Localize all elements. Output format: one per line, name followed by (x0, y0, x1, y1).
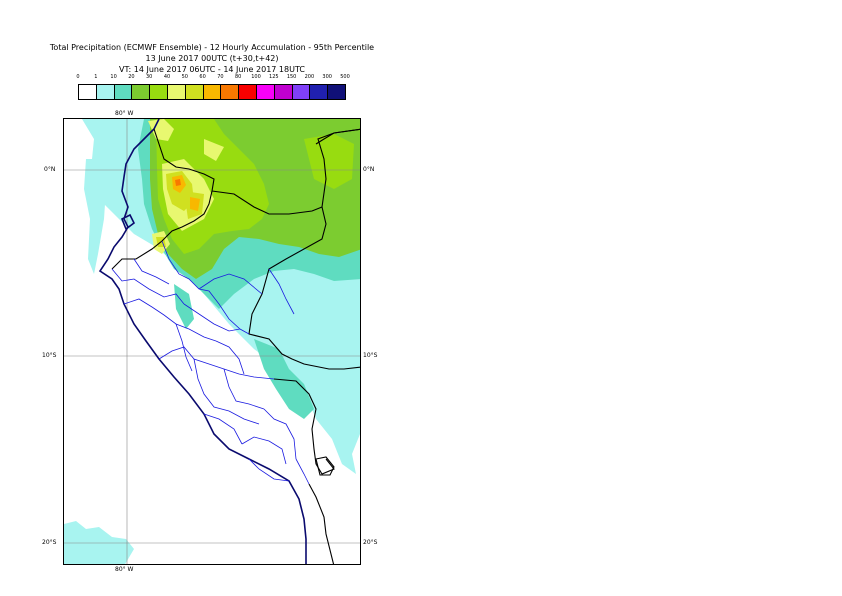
lon-label-top: 80° W (115, 110, 134, 117)
precip-area-pale-yellow (148, 119, 174, 141)
lat-label-10-right: 10°S (363, 352, 378, 359)
legend-color-swatch (184, 84, 204, 100)
legend-color-swatch (131, 84, 151, 100)
chart-title: Total Precipitation (ECMWF Ensemble) - 1… (49, 43, 375, 52)
run-time-label: 13 June 2017 00UTC (t+30,t+42) (145, 54, 279, 63)
legend-threshold-label: 500 (340, 74, 350, 80)
legend-threshold-label: 50 (181, 74, 188, 80)
legend-threshold-label: 10 (110, 74, 117, 80)
admin-boundaries (111, 240, 310, 485)
legend-color-swatch (327, 84, 346, 100)
valid-time-label: VT: 14 June 2017 06UTC - 14 June 2017 18… (119, 65, 305, 74)
legend-color-swatch (167, 84, 186, 100)
legend-threshold-label: 40 (163, 74, 171, 80)
legend-threshold-label: 30 (146, 74, 153, 80)
legend-threshold-label: 0 (76, 74, 80, 80)
precip-area-yellowgreen-2 (304, 134, 354, 189)
gulf-detail (120, 213, 136, 231)
legend-color-swatch (113, 84, 133, 100)
lat-label-0-left: 0°N (44, 166, 56, 173)
legend-threshold-label: 1 (94, 74, 98, 80)
precip-area-light-cloud (292, 309, 324, 341)
pacific-coastline (98, 119, 307, 564)
legend-threshold-label: 200 (304, 74, 315, 80)
legend-threshold-label: 20 (128, 74, 135, 80)
precip-area-orange-2 (190, 197, 200, 211)
lat-label-20-left: 20°S (42, 539, 57, 546)
legend-color-swatch (309, 84, 329, 100)
border-peru-brazil (248, 206, 360, 370)
lat-label-10-left: 10°S (42, 352, 57, 359)
precip-area-teal-2 (254, 339, 314, 419)
lon-label-bottom: 80° W (115, 566, 134, 573)
precip-area-light-south (64, 521, 134, 564)
legend-color-swatch (78, 84, 97, 100)
legend-threshold-label: 300 (322, 74, 332, 80)
legend-threshold-label: 150 (286, 74, 297, 80)
legend-threshold-label: 100 (251, 74, 261, 80)
precipitation-map (63, 118, 361, 565)
lat-label-20-right: 20°S (363, 539, 378, 546)
legend-color-swatch (256, 84, 275, 100)
legend-color-swatch (202, 84, 222, 100)
border-colombia-ecuador (153, 128, 215, 192)
legend-color-swatch (95, 84, 115, 100)
precip-area-light-sea (84, 159, 106, 274)
border-ecuador-peru (111, 190, 213, 270)
legend-color-swatch (273, 84, 293, 100)
legend-color-swatch (238, 84, 257, 100)
border-peru-bolivia (273, 378, 335, 475)
lat-label-0-right: 0°N (363, 166, 375, 173)
legend-threshold-label: 70 (217, 74, 224, 80)
border-chile-bolivia (308, 483, 335, 564)
border-colombia-peru-brazil (211, 128, 360, 215)
map-canvas (64, 119, 360, 564)
legend-color-swatch (220, 84, 240, 100)
precip-area-pale-yellow-4 (204, 139, 224, 161)
precip-area-dark-orange (175, 179, 181, 186)
lake-titicaca (315, 456, 335, 476)
precip-area-teal-3 (174, 284, 194, 329)
legend-threshold-label: 60 (199, 74, 206, 80)
legend-threshold-label: 80 (235, 74, 242, 80)
legend-color-swatch (149, 84, 168, 100)
border-venezuela-brazil (315, 128, 360, 145)
legend-threshold-label: 125 (269, 74, 279, 80)
legend-color-swatch (291, 84, 311, 100)
color-legend: 0 1 10 20 30 40 50 60 70 80 100 125 150 200 300 500 (76, 74, 350, 102)
